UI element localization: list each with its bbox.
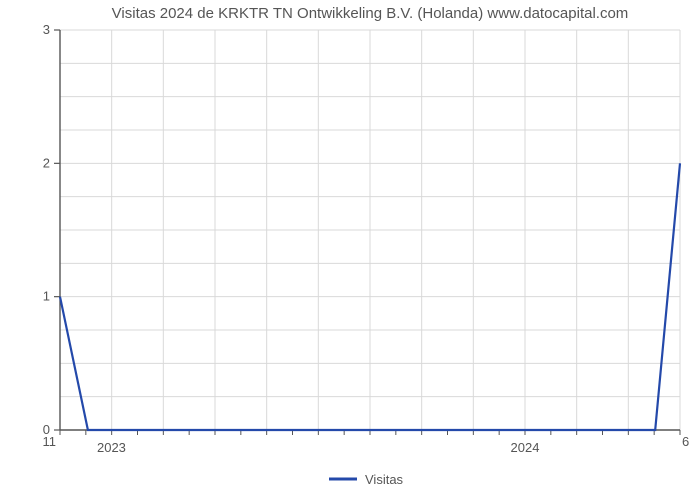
y-tick-label: 3: [43, 22, 50, 37]
below-left-label: 11: [43, 434, 57, 449]
x-tick-label: 2024: [511, 440, 540, 455]
x-tick-label: 2023: [97, 440, 126, 455]
chart-background: [0, 0, 700, 500]
below-right-label: 6: [682, 434, 689, 449]
legend-swatch: [329, 478, 357, 481]
visits-line-chart: Visitas 2024 de KRKTR TN Ontwikkeling B.…: [0, 0, 700, 500]
legend-label: Visitas: [365, 472, 404, 487]
y-tick-label: 1: [43, 289, 50, 304]
y-tick-label: 2: [43, 155, 50, 170]
chart-title: Visitas 2024 de KRKTR TN Ontwikkeling B.…: [112, 5, 629, 22]
